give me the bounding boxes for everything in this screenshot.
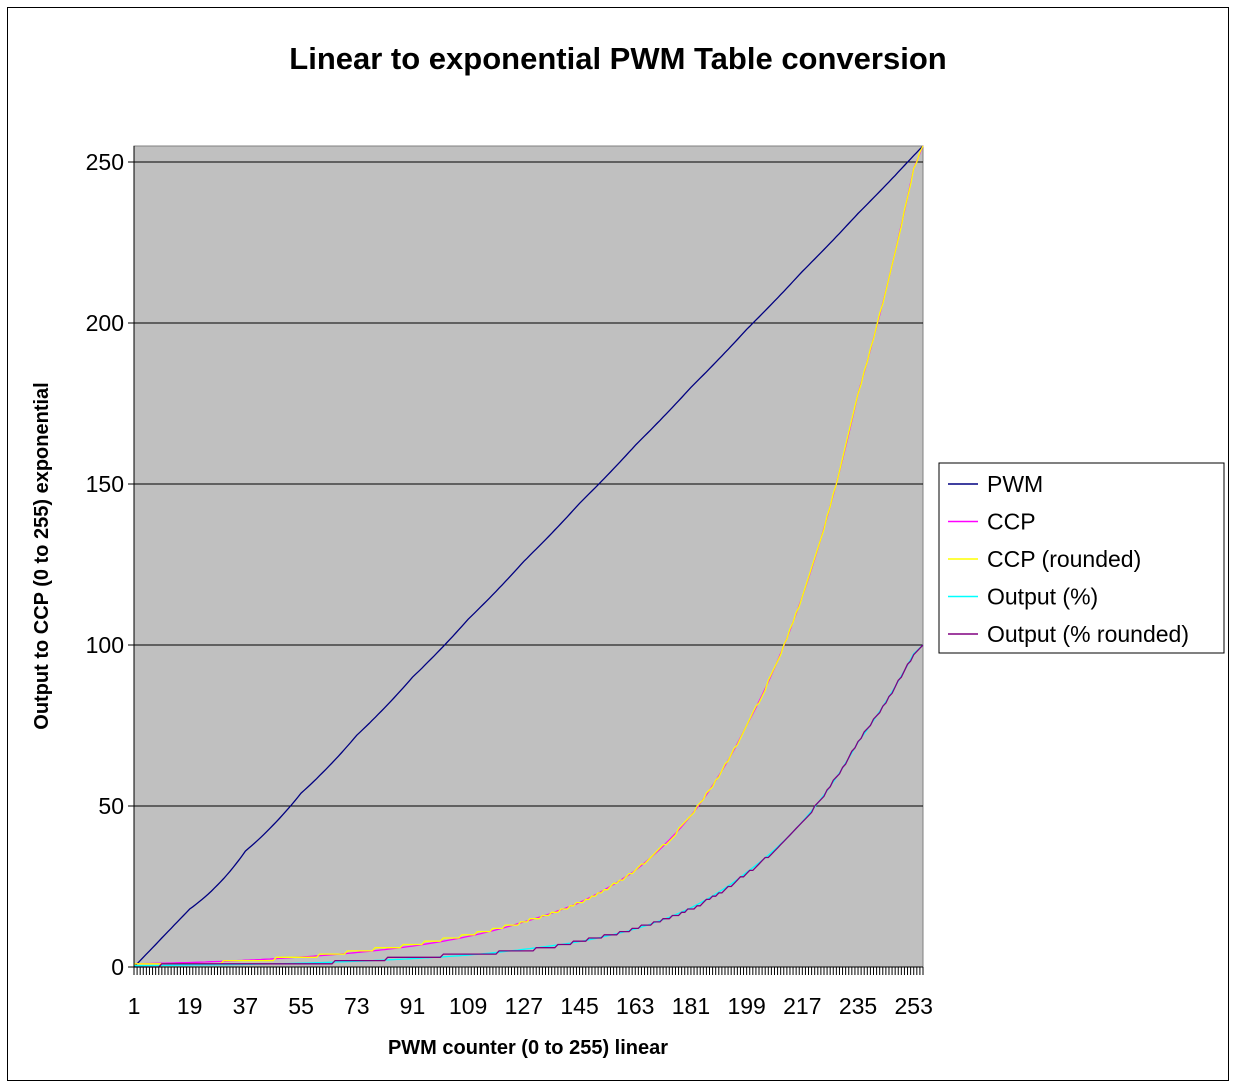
gridlines [128, 161, 923, 968]
x-axis-title: PWM counter (0 to 255) linear [388, 1037, 668, 1059]
chart-title: Linear to exponential PWM Table conversi… [289, 41, 946, 76]
x-tick-label-37: 37 [233, 993, 259, 1019]
y-axis-tick-labels: 0 50 100 150 200 250 [86, 149, 124, 980]
x-tick-label-109: 109 [449, 993, 487, 1019]
x-tick-label-181: 181 [672, 993, 710, 1019]
y-axis-title: Output to CCP (0 to 255) exponential [31, 382, 53, 729]
legend-box [938, 462, 1225, 654]
y-tick-label-50: 50 [98, 793, 124, 819]
legend-label-0: PWM [987, 471, 1043, 497]
x-tick-label-199: 199 [727, 993, 765, 1019]
x-tick-label-127: 127 [505, 993, 543, 1019]
x-tick-label-19: 19 [177, 993, 203, 1019]
x-tick-label-73: 73 [344, 993, 370, 1019]
legend-label-2: CCP (rounded) [987, 546, 1141, 572]
series-line-0 [133, 145, 924, 968]
y-tick-label-100: 100 [86, 632, 124, 658]
x-tick-label-1: 1 [128, 993, 141, 1019]
x-tick-label-235: 235 [839, 993, 877, 1019]
y-tick-label-150: 150 [86, 471, 124, 497]
y-tick-label-250: 250 [86, 149, 124, 175]
x-tick-label-145: 145 [560, 993, 598, 1019]
y-tick-label-200: 200 [86, 310, 124, 336]
x-tick-label-217: 217 [783, 993, 821, 1019]
series-line-4 [134, 644, 924, 968]
series-lines [133, 145, 924, 968]
series-line-2 [134, 145, 924, 965]
x-tick-label-91: 91 [400, 993, 426, 1019]
legend-label-4: Output (% rounded) [987, 621, 1189, 647]
x-tick-label-163: 163 [616, 993, 654, 1019]
x-tick-label-55: 55 [288, 993, 314, 1019]
x-axis-tick-marks [133, 967, 924, 975]
x-tick-label-253: 253 [895, 993, 933, 1019]
legend: PWM CCP CCP (rounded) Output (%) Output (% r… [938, 462, 1225, 654]
x-axis-tick-labels: 1 19 37 55 73 91 109 127 145 163 181 199 217 235 253 [128, 993, 933, 1019]
legend-label-3: Output (%) [987, 584, 1098, 610]
legend-label-1: CCP [987, 509, 1036, 535]
y-tick-label-0: 0 [111, 954, 124, 980]
